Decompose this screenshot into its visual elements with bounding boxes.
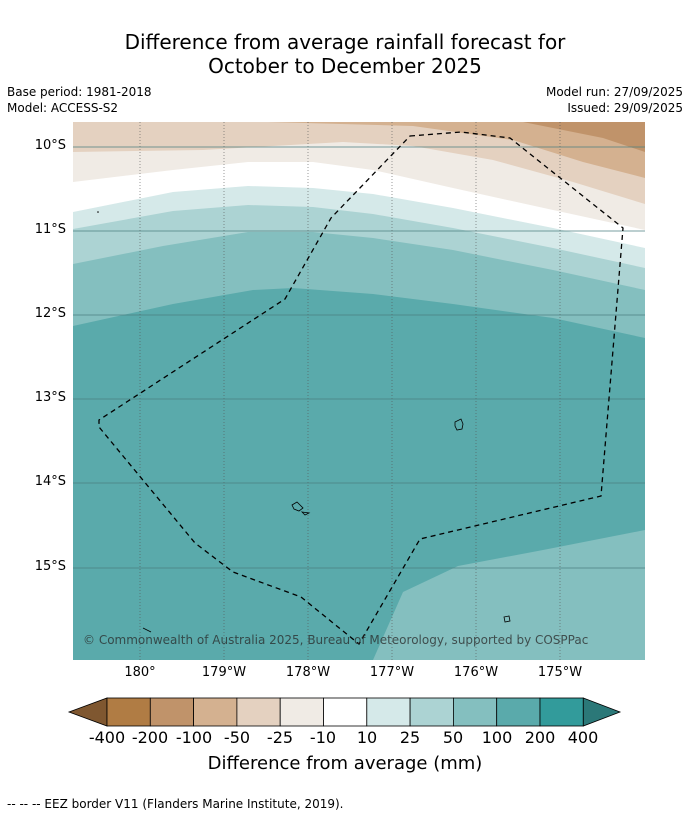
colorbar-bin-10 xyxy=(496,697,541,727)
island-south xyxy=(503,615,511,623)
colorbar-bin-6 xyxy=(323,697,368,727)
colorbar-bin-2 xyxy=(149,697,195,727)
lon-label-178w: 178°W xyxy=(285,665,331,680)
title-line-2: October to December 2025 xyxy=(208,54,482,78)
colorbar-bin-1 xyxy=(106,697,151,727)
colorbar-bin-11 xyxy=(539,697,584,727)
island-wallis-east xyxy=(300,511,311,516)
lat-label-13s: 13°S xyxy=(34,390,66,405)
issued-date: Issued: 29/09/2025 xyxy=(567,101,683,115)
title-line-1: Difference from average rainfall forecas… xyxy=(124,30,566,54)
meta-left: Base period: 1981-2018 Model: ACCESS-S2 xyxy=(7,84,152,116)
chart-title: Difference from average rainfall forecas… xyxy=(0,30,690,78)
lon-label-179w: 179°W xyxy=(201,665,247,680)
colorbar-label: 10 xyxy=(356,728,378,747)
copyright-notice: © Commonwealth of Australia 2025, Bureau… xyxy=(83,633,589,647)
lon-label-176w: 176°W xyxy=(453,665,499,680)
lon-label-175w: 175°W xyxy=(537,665,583,680)
lat-label-15s: 15°S xyxy=(34,559,66,574)
map-svg xyxy=(73,122,645,660)
colorbar-title: Difference from average (mm) xyxy=(207,753,483,774)
colorbar-label: -25 xyxy=(266,728,294,747)
colorbar-label: -50 xyxy=(223,728,251,747)
model-run: Model run: 27/09/2025 xyxy=(545,85,683,99)
colorbar-label: 100 xyxy=(481,728,513,747)
colorbar-bin-8 xyxy=(409,697,454,727)
lat-label-14s: 14°S xyxy=(34,474,66,489)
colorbar-label: -10 xyxy=(309,728,337,747)
band-minus-25-50 xyxy=(73,122,645,204)
islet-marker xyxy=(97,211,99,213)
lat-label-11s: 11°S xyxy=(34,222,66,237)
colorbar-bin-4 xyxy=(236,697,281,727)
colorbar-extend-high xyxy=(582,697,622,727)
latitude-lines xyxy=(73,146,645,569)
lat-label-12s: 12°S xyxy=(34,306,66,321)
base-period: Base period: 1981-2018 xyxy=(7,85,152,99)
colorbar-bin-9 xyxy=(452,697,498,727)
colorbar-label: 400 xyxy=(567,728,599,747)
colorbar-label: 200 xyxy=(524,728,556,747)
meta-right: Model run: 27/09/2025 Issued: 29/09/2025 xyxy=(546,84,683,116)
lon-label-180: 180° xyxy=(124,665,156,680)
colorbar-bin-3 xyxy=(193,697,238,727)
colorbar-label: 50 xyxy=(442,728,464,747)
band-minus-50-100 xyxy=(268,122,645,178)
eez-border xyxy=(98,131,624,645)
colorbar-bin-5 xyxy=(279,697,324,727)
model-name: Model: ACCESS-S2 xyxy=(7,101,119,115)
colorbar-label: -100 xyxy=(175,728,213,747)
island-wallis-west xyxy=(291,501,304,512)
colorbar-label: -200 xyxy=(131,728,169,747)
forecast-map xyxy=(73,122,645,660)
colorbar-label: 25 xyxy=(399,728,421,747)
colorbar-label: -400 xyxy=(88,728,126,747)
band-50-100-southeast xyxy=(373,530,645,660)
colorbar-bin-7 xyxy=(366,697,411,727)
band-minus-100-200 xyxy=(523,122,645,152)
lat-label-10s: 10°S xyxy=(34,138,66,153)
island-southwest xyxy=(142,627,152,633)
colorbar-extend-low xyxy=(67,697,108,727)
island-niuafo-ou xyxy=(454,418,464,431)
eez-footnote: -- -- -- EEZ border V11 (Flanders Marine… xyxy=(7,797,344,811)
lon-label-177w: 177°W xyxy=(369,665,415,680)
